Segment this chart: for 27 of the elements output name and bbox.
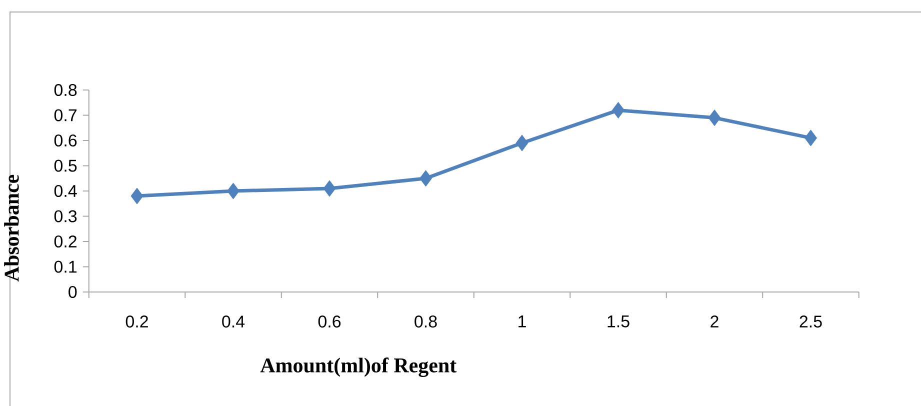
- x-tick-label: 1: [518, 316, 526, 328]
- point: [516, 134, 528, 152]
- x-tick-label: 2: [710, 316, 718, 328]
- point: [323, 180, 336, 197]
- y-tick-label: 0.4: [54, 184, 77, 198]
- y-tick-label: 0.2: [54, 235, 76, 248]
- y-tick-label: 0.8: [54, 84, 77, 96]
- point: [708, 110, 721, 126]
- point: [227, 182, 240, 200]
- point: [420, 170, 432, 187]
- y-tick-label: 0.5: [54, 160, 77, 172]
- x-axis-title: Amount(ml)of Regent: [260, 358, 457, 377]
- point: [804, 130, 817, 146]
- y-tick-label: 0.3: [54, 210, 77, 222]
- y-axis-title: Absorbance: [4, 174, 19, 282]
- x-tick-label: 0.6: [318, 316, 341, 328]
- y-tick-label: 0.7: [54, 109, 76, 122]
- y-tick-label: 0.1: [54, 260, 77, 273]
- y-tick-label: 0: [68, 286, 77, 298]
- x-tick-label: 1.5: [608, 316, 630, 328]
- point: [130, 188, 144, 204]
- x-tick-label: 0.4: [222, 316, 245, 328]
- point: [612, 102, 624, 118]
- x-tick-label: 0.8: [414, 316, 437, 328]
- x-tick-label: 2.5: [800, 316, 822, 328]
- y-tick-label: 0.6: [54, 134, 77, 147]
- x-tick-label: 0.2: [126, 316, 148, 328]
